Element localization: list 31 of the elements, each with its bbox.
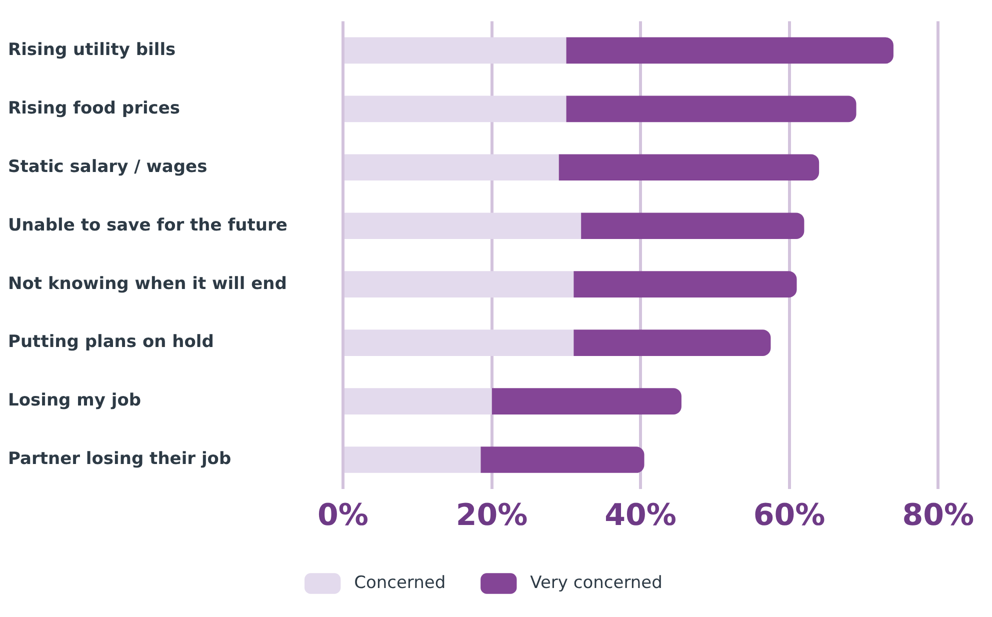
y-tick-label: Putting plans on hold (8, 332, 214, 352)
y-tick-label: Static salary / wages (8, 156, 208, 177)
y-tick-label: Partner losing their job (8, 449, 232, 470)
bar (574, 330, 771, 356)
x-tick-label: 60% (753, 498, 826, 533)
bar (344, 212, 582, 240)
x-tick-label: 0% (318, 498, 368, 533)
x-tick-label: 80% (902, 498, 974, 533)
y-tick-label: Rising utility bills (8, 40, 176, 60)
bar (574, 271, 797, 298)
bar (344, 37, 566, 64)
bar (566, 96, 856, 122)
legend-label: Very concerned (530, 572, 662, 593)
y-tick-label: Unable to save for the future (8, 215, 288, 236)
y-tick-label: Rising food prices (8, 98, 180, 118)
bar (344, 271, 574, 298)
bar (492, 388, 682, 414)
bar (344, 330, 574, 356)
x-tick-label: 20% (456, 498, 528, 533)
legend-label: Concerned (354, 572, 446, 593)
bar (558, 154, 820, 181)
bar (344, 446, 481, 473)
bar (344, 96, 566, 122)
bar (480, 446, 644, 473)
bar (344, 154, 559, 181)
x-tick-label: 40% (604, 498, 676, 533)
y-tick-label: Not knowing when it will end (8, 274, 287, 294)
bar (581, 212, 804, 240)
bar (566, 37, 894, 64)
bar (344, 388, 492, 414)
y-tick-label: Losing my job (8, 390, 142, 411)
